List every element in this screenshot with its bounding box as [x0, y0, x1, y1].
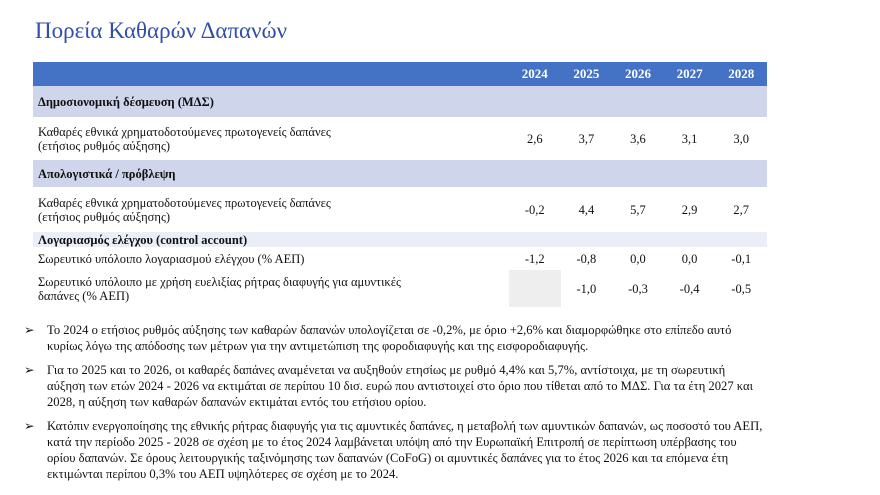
data-row: Σωρευτικό υπόλοιπο με χρήση ευελιξίας ρή…	[33, 270, 767, 307]
data-row: Σωρευτικό υπόλοιπο λογαριασμού ελέγχου (…	[33, 247, 767, 270]
table: 2024 2025 2026 2027 2028 Δημοσιονομική δέσμε…	[33, 62, 767, 307]
value-cell: -1,2	[509, 247, 561, 270]
year-header: 2027	[663, 62, 716, 86]
bullet-line: Κατόπιν ενεργοποίησης της εθνικής ρήτρας…	[47, 419, 763, 433]
bullet-line: ορίου δαπανών. Σε όρους λειτουργικής ταξ…	[47, 451, 729, 465]
bullet-marker: ➢	[24, 323, 35, 337]
label-line: (ετήσιος ρυθμός αύξησης)	[38, 138, 171, 153]
value-cell: -0,1	[715, 247, 767, 270]
section-row: Απολογιστικά / πρόβλεψη	[33, 160, 767, 187]
bullet-line: κυρίως λόγω της απόδοσης των μέτρων για …	[47, 339, 589, 353]
value-cell: -0,5	[715, 270, 767, 307]
year-header: 2025	[560, 62, 613, 86]
data-row: Καθαρές εθνικά χρηματοδοτούμενες πρωτογε…	[33, 117, 767, 160]
bullet-marker: ➢	[24, 363, 35, 377]
value-cell: -0,8	[560, 247, 613, 270]
empty-cell	[509, 270, 561, 307]
value-cell: 4,4	[560, 187, 613, 232]
value-cell: -0,4	[663, 270, 716, 307]
value-cell: 3,1	[663, 117, 716, 160]
value-cell: -0,2	[509, 187, 561, 232]
year-header: 2024	[509, 62, 561, 86]
value-cell: 2,7	[715, 187, 767, 232]
value-cell: -0,3	[612, 270, 664, 307]
bullet: ➢ Το 2024 ο ετήσιος ρυθμός αύξησης των κα…	[24, 322, 874, 354]
value-cell: 0,0	[663, 247, 716, 270]
value-cell: 3,7	[560, 117, 613, 160]
value-cell: 0,0	[612, 247, 664, 270]
row-label: Σωρευτικό υπόλοιπο λογαριασμού ελέγχου (…	[33, 247, 509, 270]
bullet-line: Το 2024 ο ετήσιος ρυθμός αύξησης των καθ…	[47, 323, 732, 337]
bullet-line: αύξηση των ετών 2024 - 2026 να εκτιμάται…	[47, 379, 753, 393]
bullet-line: κατά την περίοδο 2025 - 2028 σε σχέση με…	[47, 435, 737, 449]
bullet: ➢ Κατόπιν ενεργοποίησης της εθνικής ρήτρα…	[24, 418, 874, 482]
row-label: Σωρευτικό υπόλοιπο με χρήση ευελιξίας ρή…	[33, 270, 509, 307]
row-label: Καθαρές εθνικά χρηματοδοτούμενες πρωτογε…	[33, 117, 509, 160]
section-heading: Λογαριασμός ελέγχου (control account)	[33, 232, 767, 247]
label-line: δαπάνες (% ΑΕΠ)	[38, 288, 130, 303]
bullet-line: Για το 2025 και το 2026, οι καθαρές δαπά…	[47, 363, 726, 377]
label-line: Καθαρές εθνικά χρηματοδοτούμενες πρωτογε…	[38, 124, 331, 139]
label-line: Σωρευτικό υπόλοιπο λογαριασμού ελέγχου (…	[38, 251, 305, 266]
header-cell	[33, 62, 509, 86]
data-row: Καθαρές εθνικά χρηματοδοτούμενες πρωτογε…	[33, 187, 767, 232]
section-heading: Δημοσιονομική δέσμευση (ΜΔΣ)	[33, 86, 767, 117]
section-row: Λογαριασμός ελέγχου (control account)	[33, 232, 767, 247]
bullet: ➢ Για το 2025 και το 2026, οι καθαρές δαπ…	[24, 362, 874, 410]
title: Πορεία Καθαρών Δαπανών	[35, 18, 288, 43]
label-line: (ετήσιος ρυθμός αύξησης)	[38, 209, 171, 224]
row-label: Καθαρές εθνικά χρηματοδοτούμενες πρωτογε…	[33, 187, 509, 232]
value-cell: 3,0	[715, 117, 767, 160]
section-heading: Απολογιστικά / πρόβλεψη	[33, 160, 767, 187]
value-cell: 2,6	[509, 117, 561, 160]
bullet-line: 2028, η αύξηση των καθαρών δαπανών εκτιμ…	[47, 395, 427, 409]
label-line: Σωρευτικό υπόλοιπο με χρήση ευελιξίας ρή…	[38, 274, 401, 289]
year-header: 2026	[612, 62, 664, 86]
bullet-marker: ➢	[24, 419, 35, 433]
header-row: 2024 2025 2026 2027 2028	[33, 62, 767, 86]
value-cell: 3,6	[612, 117, 664, 160]
section-row: Δημοσιονομική δέσμευση (ΜΔΣ)	[33, 86, 767, 117]
label-line: Καθαρές εθνικά χρηματοδοτούμενες πρωτογε…	[38, 195, 331, 210]
bullet-line: εκτιμώνται περίπου 0,3% του ΑΕΠ υψηλότερ…	[47, 467, 399, 481]
bullets: ➢ Το 2024 ο ετήσιος ρυθμός αύξησης των κα…	[24, 322, 874, 490]
value-cell: 5,7	[612, 187, 664, 232]
value-cell: -1,0	[560, 270, 613, 307]
year-header: 2028	[715, 62, 767, 86]
value-cell: 2,9	[663, 187, 716, 232]
